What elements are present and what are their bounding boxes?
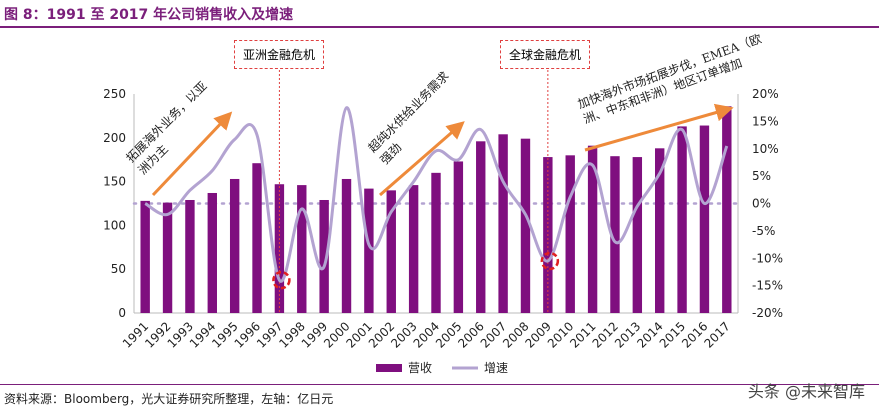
bar-1992 [162,202,173,313]
bar-1996 [252,163,262,313]
bar-1994 [207,192,217,313]
right-tick-label: -20% [752,306,783,320]
legend-label-revenue: 营收 [408,361,432,375]
bar-1995 [229,178,240,313]
right-tick-label: -10% [752,251,783,265]
left-tick-label: 200 [103,131,126,145]
left-tick-label: 250 [103,87,126,101]
asia-crisis-label: 亚洲金融危机 [234,40,325,69]
bar-2012 [610,156,620,313]
left-tick-label: 150 [103,175,126,189]
left-tick-label: 50 [111,262,126,276]
legend-label-growth: 增速 [484,361,508,375]
trend-arrow [584,103,734,152]
bar-2014 [655,148,665,313]
bar-2015 [677,126,687,313]
bar-2005 [453,161,464,313]
bar-2001 [364,188,374,313]
left-tick-label: 100 [103,218,126,232]
right-tick-label: -15% [752,279,783,293]
right-tick-label: -5% [752,224,775,238]
right-tick-label: 15% [752,114,779,128]
bar-1999 [319,199,329,313]
trend-arrow [379,121,465,197]
bar-1993 [185,199,195,313]
trend-arrow [151,111,233,197]
bar-1991 [140,200,150,313]
bar-1997 [274,184,285,313]
watermark: 头条 @未来智库 [747,382,865,401]
bar-2013 [632,157,643,313]
footer-divider [0,384,879,385]
bar-2008 [520,138,531,313]
right-tick-label: 0% [752,197,771,211]
right-tick-label: 20% [752,87,779,101]
bar-2000 [341,178,352,313]
left-tick-label: 0 [118,306,126,320]
crisis-highlight-circle [272,270,291,290]
legend-swatch-revenue [376,364,402,372]
global-crisis-label: 全球金融危机 [500,40,591,69]
source-note: 资料来源：Bloomberg，光大证券研究所整理，左轴：亿日元 [4,392,334,406]
figure-title: 图 8：1991 至 2017 年公司销售收入及增速 [4,7,294,23]
bar-2010 [565,155,575,313]
right-tick-label: 5% [752,169,771,183]
bar-2003 [408,185,419,313]
bar-2017 [722,106,732,313]
bar-2007 [498,134,508,313]
title-divider [0,26,879,28]
growth-line [144,106,729,283]
crisis-highlight-circle [540,251,560,271]
bar-2016 [699,125,710,313]
bar-2011 [587,145,598,313]
right-tick-label: 10% [752,142,779,156]
bar-2002 [386,190,396,313]
bar-2004 [431,172,441,313]
bar-2006 [476,141,486,313]
x-tick-label: 2017 [701,319,732,350]
bar-1998 [297,185,307,313]
